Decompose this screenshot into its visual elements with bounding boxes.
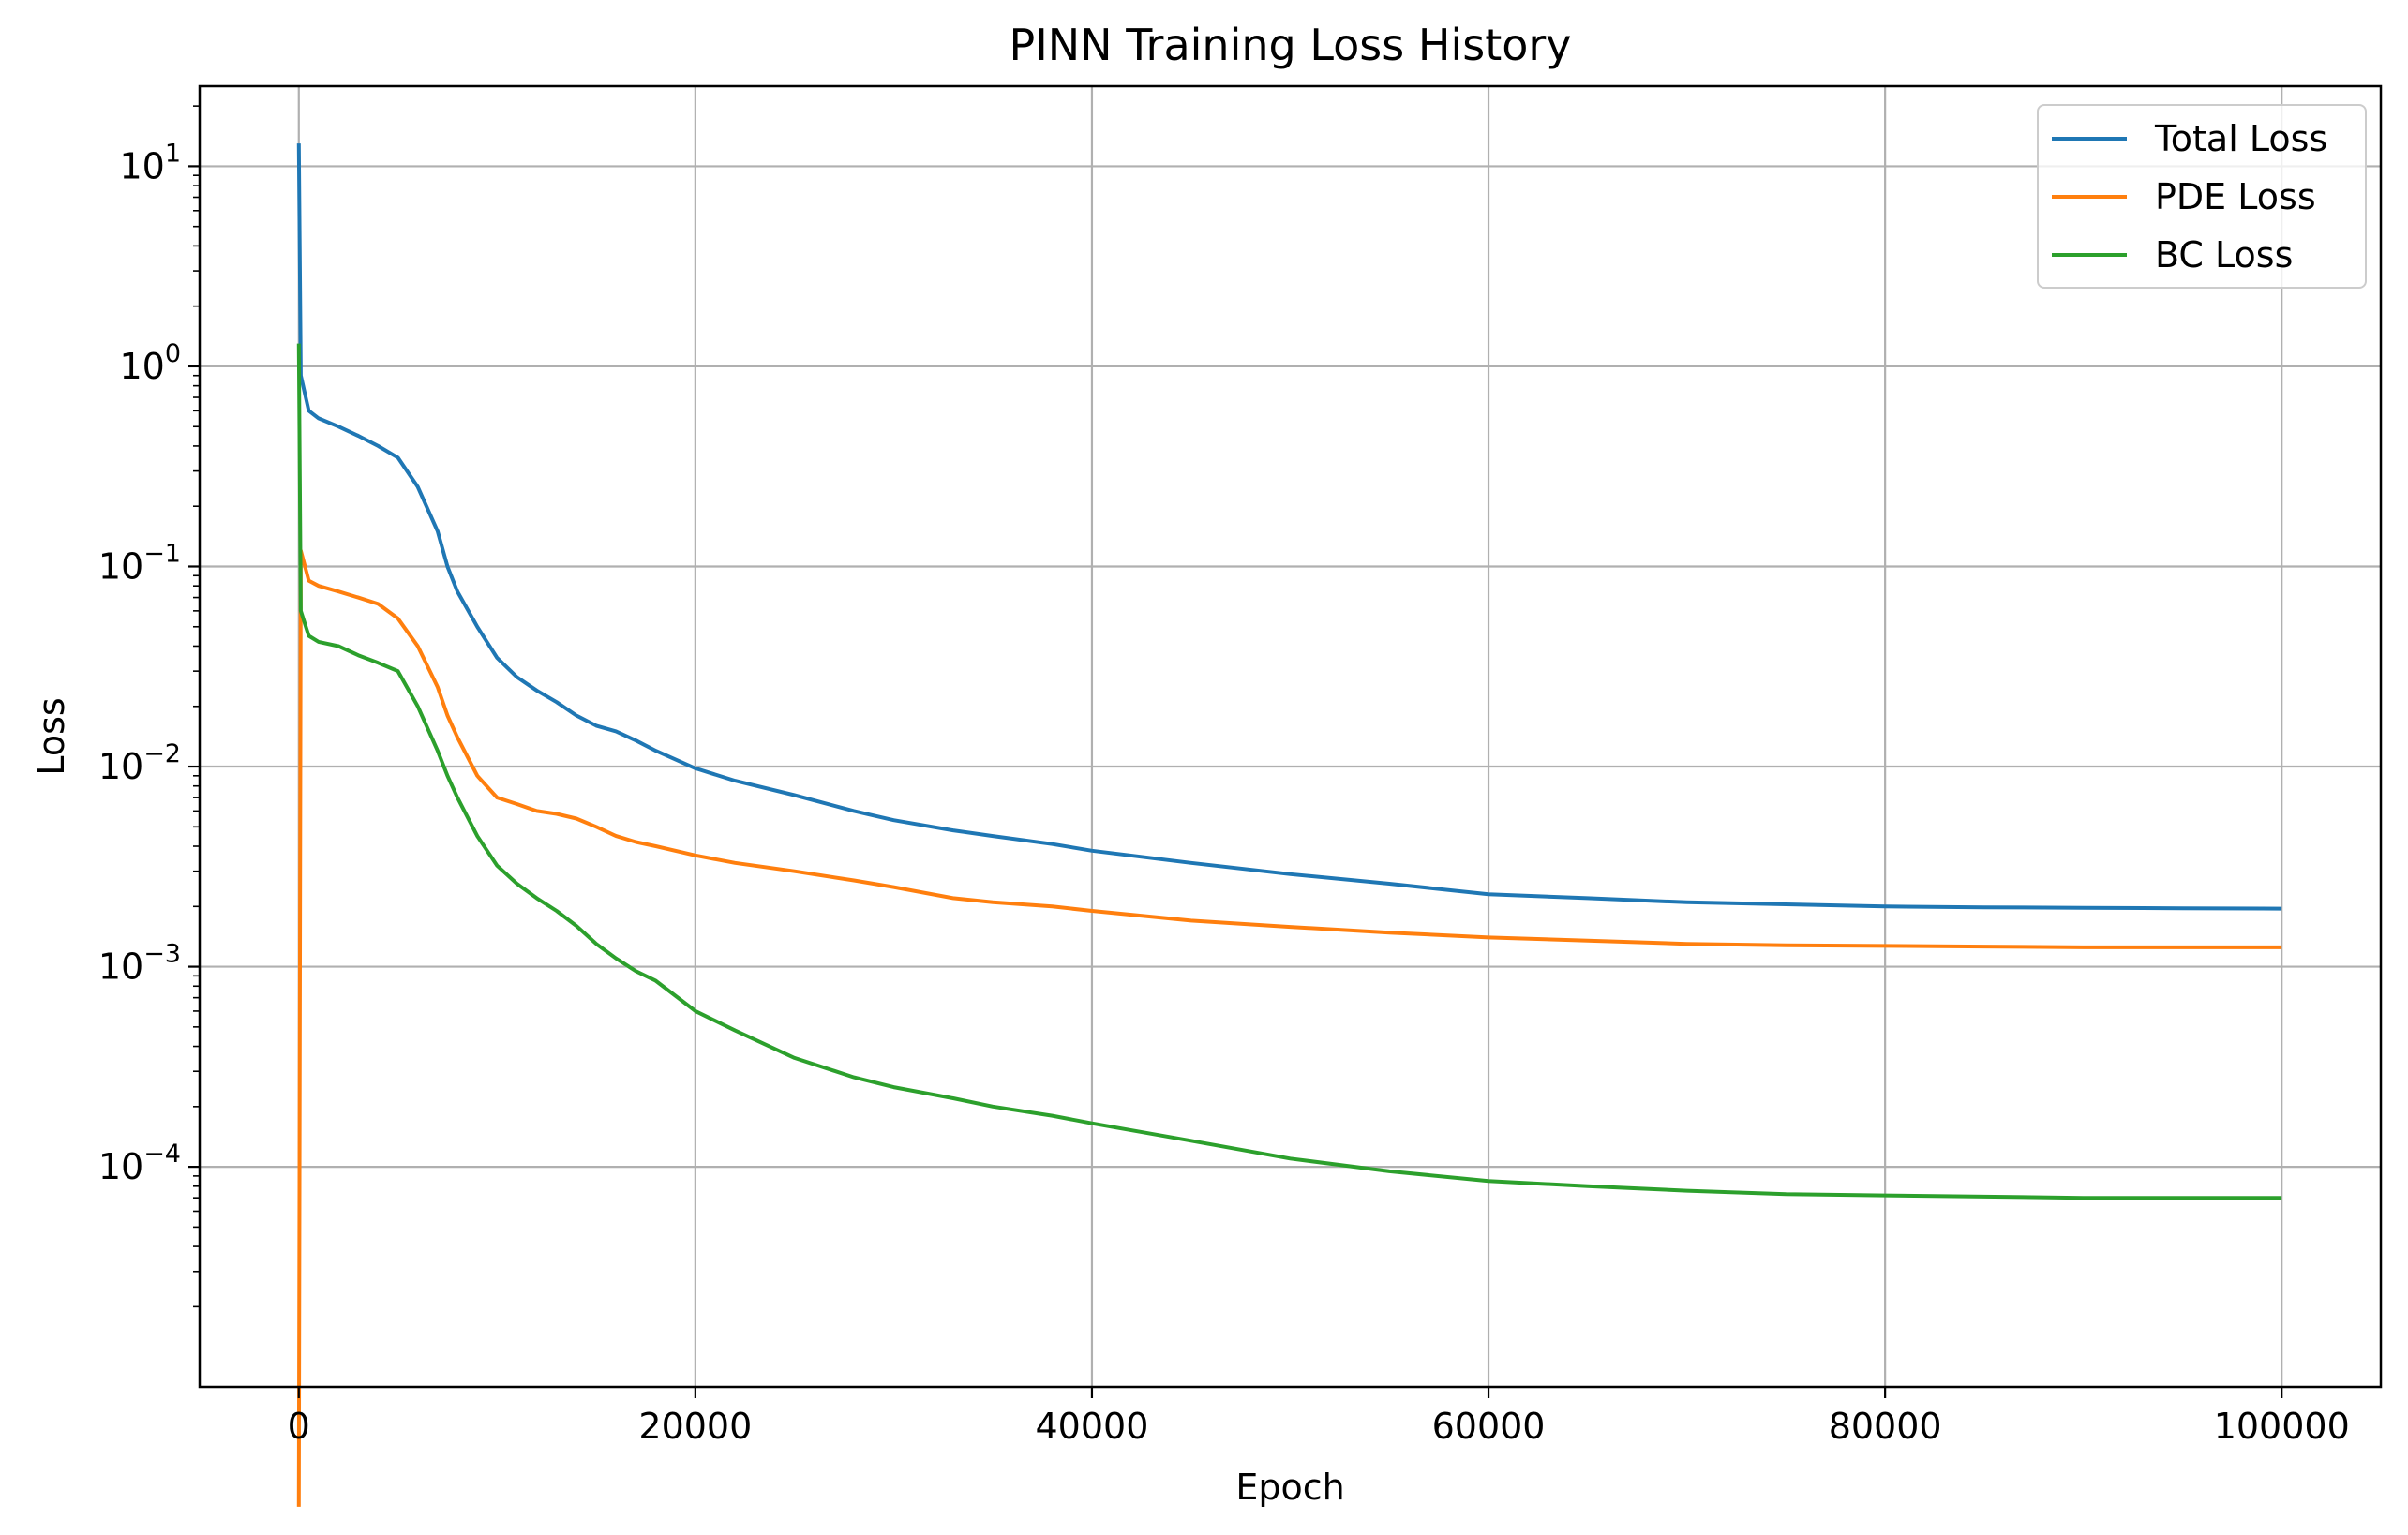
series-line-bc-loss bbox=[296, 343, 2282, 1200]
y-tick-label: 10−1 bbox=[98, 539, 181, 587]
y-tick-label: 10−3 bbox=[98, 940, 181, 988]
series-line-pde-loss bbox=[296, 548, 2282, 1507]
legend: Total Loss PDE Loss BC Loss bbox=[2037, 104, 2367, 289]
y-axis-label: Loss bbox=[31, 697, 72, 775]
series-lines bbox=[296, 143, 2282, 1507]
legend-label-total-loss: Total Loss bbox=[2154, 118, 2327, 159]
y-tick-label: 100 bbox=[119, 339, 181, 387]
x-tick-label: 60000 bbox=[1432, 1406, 1546, 1447]
x-tick-label: 20000 bbox=[638, 1406, 752, 1447]
x-axis-label: Epoch bbox=[1235, 1467, 1344, 1508]
axis-ticks: 0 20000 40000 60000 80000 100000 101 100 10−1 10−… bbox=[98, 105, 2350, 1447]
x-tick-label: 0 bbox=[288, 1406, 310, 1447]
y-tick-label: 101 bbox=[119, 139, 181, 186]
grid bbox=[200, 86, 2381, 1387]
plot-frame bbox=[198, 84, 2383, 1389]
legend-label-bc-loss: BC Loss bbox=[2155, 234, 2293, 276]
y-tick-label: 10−4 bbox=[98, 1140, 181, 1187]
series-line-total-loss bbox=[296, 143, 2282, 911]
y-tick-label: 10−2 bbox=[98, 739, 181, 787]
x-tick-label: 100000 bbox=[2214, 1406, 2350, 1447]
legend-label-pde-loss: PDE Loss bbox=[2155, 176, 2316, 217]
legend-box bbox=[2037, 104, 2367, 289]
x-tick-label: 40000 bbox=[1036, 1406, 1149, 1447]
chart-title: PINN Training Loss History bbox=[1009, 20, 1571, 70]
x-tick-label: 80000 bbox=[1829, 1406, 1942, 1447]
